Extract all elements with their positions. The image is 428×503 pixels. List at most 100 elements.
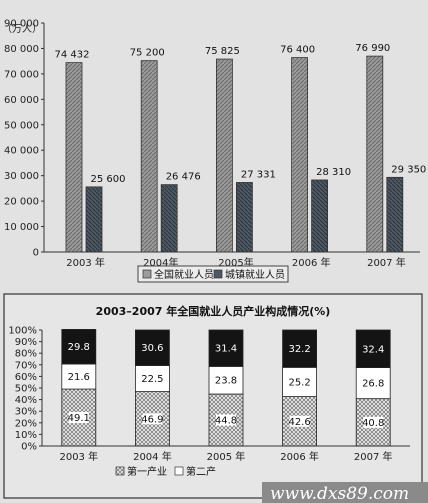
- bar-national: [291, 57, 309, 253]
- y-tick-labels: 0 10 000 20 000 30 000 40 000 50 000 60 000 70 …: [4, 19, 44, 259]
- label-background: [142, 413, 163, 425]
- bar-urban: [311, 179, 329, 253]
- data-label: 76 400: [280, 45, 315, 56]
- bar-urban: [160, 184, 178, 253]
- legend-swatch-national: [142, 269, 152, 279]
- y-tick-label: 70%: [15, 360, 37, 371]
- data-label: 21.6: [68, 372, 90, 383]
- y-tick-label: 30 000: [4, 171, 39, 182]
- watermark-text: www.dxs89.com: [270, 484, 409, 503]
- industry-structure-chart: 2003–2007 年全国就业人员产业构成情况(%) 0%10%20%30%40…: [8, 304, 410, 478]
- label-background: [289, 415, 310, 427]
- y-tick-label: 70 000: [4, 69, 39, 80]
- data-label: 27 331: [241, 169, 276, 180]
- y-tick-label: 80%: [15, 349, 37, 360]
- y-tick-label: 50 000: [4, 120, 39, 131]
- legend-label-primary: 第一产业: [127, 465, 167, 478]
- y-tick-label: 20%: [15, 418, 37, 429]
- stacked-bars: 49.1 21.6 29.8 46.9 22.5 30.6 44.8 23.8 31.4 42.6…: [61, 329, 391, 447]
- data-label: 75 825: [205, 46, 240, 57]
- y-tick-label: 90 000: [4, 19, 39, 30]
- data-labels: 74 432 25 600 75 200 26 476 75 825 27 331 76 4…: [55, 43, 427, 185]
- x-tick-label: 2003 年: [66, 256, 105, 269]
- bar-urban: [235, 182, 253, 253]
- y-tick-label: 90%: [15, 337, 37, 348]
- chart2-title: 2003–2007 年全国就业人员产业构成情况(%): [96, 304, 331, 318]
- legend-label-national: 全国就业人员: [154, 268, 214, 281]
- data-label: 29.8: [68, 342, 90, 353]
- data-label: 23.8: [215, 376, 237, 387]
- segment-tertiary: [208, 329, 244, 367]
- data-label: 25.2: [288, 377, 310, 388]
- x-tick-label: 2007 年: [367, 256, 406, 269]
- bar-national: [215, 58, 233, 253]
- data-label: 30.6: [141, 343, 163, 354]
- data-label: 29 350: [391, 164, 426, 175]
- x-tick-label: 2006 年: [292, 256, 331, 269]
- y-tick-label: 60 000: [4, 95, 39, 106]
- segment-tertiary: [134, 329, 170, 366]
- data-label: 25 600: [91, 174, 126, 185]
- x-tick-label: 2004 年: [133, 450, 172, 463]
- segment-secondary: [355, 367, 391, 400]
- legend-label-secondary: 第二产: [186, 465, 216, 478]
- segment-secondary: [134, 365, 170, 392]
- y-tick-label: 100%: [8, 326, 37, 337]
- data-label: 74 432: [55, 50, 90, 61]
- legend-swatch-secondary: [174, 466, 184, 476]
- data-label: 26.8: [362, 379, 384, 390]
- data-label: 75 200: [130, 48, 165, 59]
- segment-secondary: [61, 363, 97, 390]
- y-unit-label: （万人）: [2, 23, 42, 35]
- y-tick-labels: 0%10%20%30%40%50%60%70%80%90%100%: [8, 326, 42, 453]
- x-tick-label: 2007 年: [354, 450, 393, 463]
- bar-urban: [85, 186, 103, 253]
- data-label: 32.2: [288, 344, 310, 355]
- y-tick-label: 10%: [15, 430, 37, 441]
- data-label: 28 310: [316, 167, 351, 178]
- data-label: 32.4: [362, 344, 384, 355]
- legend-label-urban: 城镇就业人员: [225, 268, 285, 281]
- bar-urban: [386, 176, 404, 253]
- watermark-strip: [262, 482, 428, 503]
- y-tick-label: 30%: [15, 407, 37, 418]
- label-background: [363, 416, 384, 428]
- y-tick-label: 80 000: [4, 44, 39, 55]
- x-tick-labels: 2003 年 2004 年 2005 年 2006 年 2007 年: [59, 450, 392, 463]
- x-tick-label: 2005 年: [207, 450, 246, 463]
- segment-tertiary: [355, 329, 391, 368]
- label-background: [216, 414, 236, 426]
- legend-swatch-primary: [115, 466, 125, 476]
- y-tick-label: 20 000: [4, 197, 39, 208]
- segment-tertiary: [282, 329, 318, 368]
- y-tick-label: 60%: [15, 372, 37, 383]
- legend: 全国就业人员 城镇就业人员: [137, 265, 289, 283]
- legend: 第一产业 第二产: [115, 465, 216, 478]
- segment-tertiary: [61, 329, 97, 365]
- x-tick-label: 2006 年: [280, 450, 319, 463]
- x-tick-label: 2003 年: [59, 450, 98, 463]
- y-tick-label: 10 000: [4, 222, 39, 233]
- data-label: 42.6: [288, 417, 310, 428]
- data-label: 76 990: [355, 43, 390, 54]
- data-label: 49.1: [68, 413, 90, 424]
- data-label: 22.5: [141, 374, 163, 385]
- segment-secondary: [208, 366, 244, 395]
- employment-bar-chart: （万人） 0 10 000 20 000 30 000 40 000 50 000 60 0…: [2, 19, 426, 283]
- y-tick-label: 0%: [21, 442, 37, 453]
- bar-national: [140, 60, 158, 253]
- data-label: 26 476: [166, 172, 201, 183]
- legend-swatch-urban: [213, 269, 223, 279]
- data-label: 46.9: [141, 414, 163, 425]
- y-tick-label: 40 000: [4, 146, 39, 157]
- bar-national: [366, 55, 384, 253]
- label-background: [68, 412, 89, 424]
- data-label: 40.8: [362, 418, 384, 429]
- bars: [65, 55, 404, 253]
- y-tick-label: 50%: [15, 384, 37, 395]
- bar-national: [65, 62, 83, 253]
- data-label: 31.4: [215, 344, 237, 355]
- data-label: 44.8: [215, 416, 237, 427]
- y-tick-label: 40%: [15, 395, 37, 406]
